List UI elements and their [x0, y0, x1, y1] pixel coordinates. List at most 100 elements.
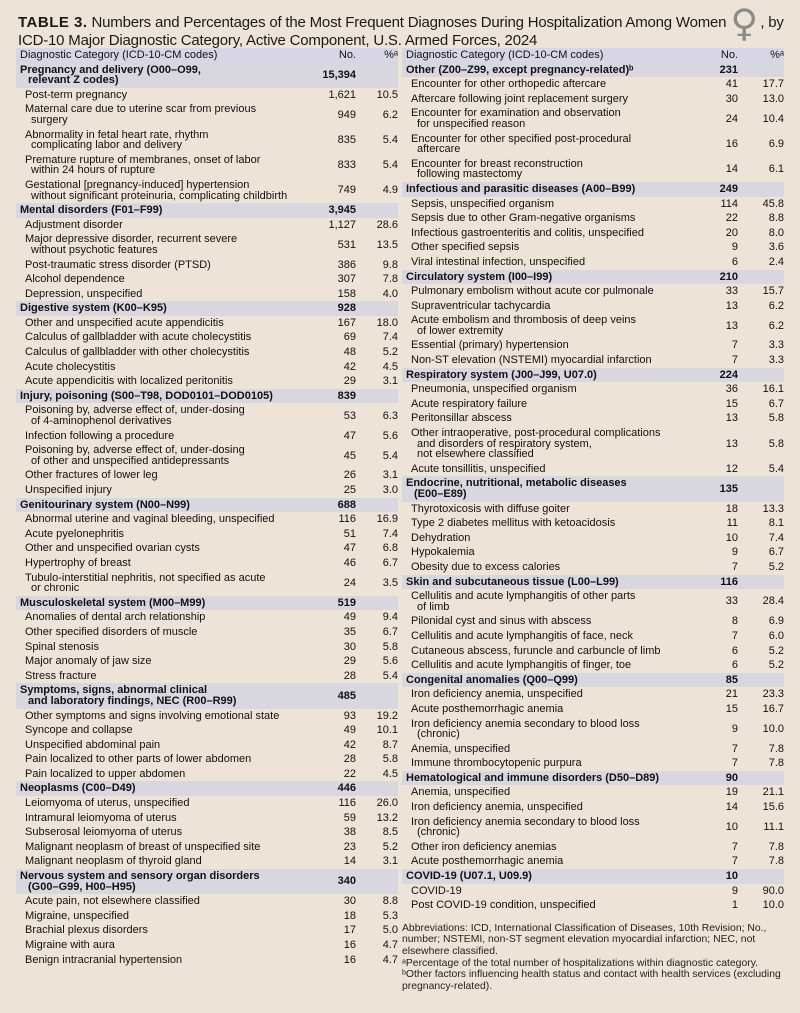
diagnosis-row-percent: 16.1	[762, 383, 784, 396]
diagnosis-row: Syncope and collapse 49 10.1	[16, 723, 398, 738]
category-row: Skin and subcutaneous tissue (L00–L99) 11…	[402, 574, 784, 590]
diagnosis-row: Iron deficiency anemia secondary to bloo…	[402, 815, 784, 840]
diagnosis-row-percent: 5.8	[382, 640, 398, 653]
diagnosis-row-label: Syncope and collapse	[25, 724, 133, 737]
diagnosis-row-count: 26	[343, 469, 356, 482]
diagnosis-row-percent: 3.1	[382, 469, 398, 482]
table-label: TABLE 3.	[18, 14, 88, 31]
diagnosis-row: Other symptoms and signs involving emoti…	[16, 709, 398, 724]
diagnosis-row-count: 116	[338, 513, 356, 526]
diagnosis-row-label: Brachial plexus disorders	[25, 924, 148, 937]
diagnosis-row: Malignant neoplasm of thyroid gland 14 3.1	[16, 854, 398, 869]
diagnosis-row-count: 7	[731, 855, 738, 868]
diagnosis-row-percent: 5.4	[382, 133, 398, 146]
header-row: Diagnostic Category (ICD-10-CM codes) No.…	[402, 48, 784, 63]
diagnosis-row-label: Depression, unspecified	[25, 287, 143, 300]
diagnosis-row-label: Acute embolism and thrombosis of deep ve…	[411, 314, 637, 337]
diagnosis-row-percent: 8.5	[382, 826, 398, 839]
diagnosis-row: Major depressive disorder, recurrent sev…	[16, 232, 398, 257]
category-row-label: Nervous system and sensory organ disorde…	[20, 870, 260, 893]
diagnosis-row-count: 18	[343, 909, 356, 922]
diagnosis-row: Acute appendicitis with localized perito…	[16, 374, 398, 389]
diagnosis-row-count: 6	[731, 659, 738, 672]
category-row: Endocrine, nutritional, metabolic diseas…	[402, 476, 784, 502]
category-row: Pregnancy and delivery (O00–O99, relevan…	[16, 62, 398, 88]
diagnosis-row-percent: 28.6	[376, 218, 398, 231]
diagnosis-row-percent: 4.5	[382, 767, 398, 780]
diagnosis-row: Abnormal uterine and vaginal bleeding, u…	[16, 512, 398, 527]
diagnosis-row-label: Pain localized to other parts of lower a…	[25, 753, 252, 766]
diagnosis-row-percent: 3.0	[382, 484, 398, 496]
diagnosis-row-percent: 19.2	[376, 709, 398, 722]
diagnosis-row-count: 28	[343, 753, 356, 766]
diagnosis-row-count: 13	[725, 437, 738, 450]
diagnosis-row-percent: 5.2	[768, 659, 784, 672]
diagnosis-row-count: 12	[725, 462, 738, 475]
diagnosis-row-percent: 23.3	[762, 688, 784, 701]
diagnosis-row: Sepsis, unspecified organism 114 45.8	[402, 197, 784, 212]
diagnosis-row-percent: 5.3	[382, 909, 398, 922]
header-row-label: Diagnostic Category (ICD-10-CM codes)	[20, 49, 218, 61]
diagnosis-row-percent: 5.8	[382, 753, 398, 766]
diagnosis-row: Infectious gastroenteritis and colitis, …	[402, 226, 784, 241]
diagnosis-row-label: Anemia, unspecified	[411, 742, 511, 755]
diagnosis-row-count: 48	[343, 346, 356, 359]
diagnosis-row-label: Calculus of gallbladder with other chole…	[25, 346, 250, 359]
diagnosis-row-count: 16	[343, 939, 356, 951]
diagnosis-row: Encounter for breast reconstruction foll…	[402, 157, 784, 182]
diagnosis-row: Benign intracranial hypertension 16 4.7	[16, 953, 398, 968]
diagnosis-row-count: 114	[720, 197, 738, 210]
diagnosis-row-percent: 90.0	[762, 884, 784, 897]
header-row: Diagnostic Category (ICD-10-CM codes) No.…	[16, 48, 398, 63]
diagnosis-row-label: Cellulitis and acute lymphangitis of fin…	[411, 659, 632, 672]
diagnosis-row-count: 42	[343, 738, 356, 751]
diagnosis-row-count: 10	[725, 820, 738, 833]
diagnosis-row-label: Tubulo-interstitial nephritis, not speci…	[25, 571, 266, 595]
category-row: Genitourinary system (N00–N99) 688	[16, 497, 398, 513]
diagnosis-row-percent: 8.8	[382, 895, 398, 908]
diagnosis-row: Intramural leiomyoma of uterus 59 13.2	[16, 811, 398, 826]
diagnosis-row-count: 9	[731, 884, 738, 897]
diagnosis-row-percent: 6.7	[382, 625, 398, 638]
diagnosis-row: Obesity due to excess calories 7 5.2	[402, 560, 784, 575]
diagnosis-row-percent: 6.2	[768, 299, 784, 312]
footnotes: Abbreviations: ICD, International Classi…	[402, 923, 784, 993]
diagnosis-row: Essential (primary) hypertension 7 3.3	[402, 338, 784, 353]
diagnosis-row-label: Anemia, unspecified	[411, 786, 511, 799]
diagnosis-row-count: 7	[731, 742, 738, 755]
diagnosis-row-percent: 5.8	[768, 412, 784, 425]
diagnosis-row-percent: 3.3	[768, 354, 784, 367]
diagnosis-row: Dehydration 10 7.4	[402, 531, 784, 546]
category-row: Musculoskeletal system (M00–M99) 519	[16, 595, 398, 611]
diagnosis-row: Migraine with aura 16 4.7	[16, 938, 398, 953]
diagnosis-row-label: Peritonsillar abscess	[411, 412, 512, 425]
category-row: COVID-19 (U07.1, U09.9) 10	[402, 869, 784, 884]
diagnosis-row-count: 35	[343, 625, 356, 638]
diagnosis-row: Pilonidal cyst and sinus with abscess 8 6.…	[402, 614, 784, 629]
diagnosis-row-label: Calculus of gallbladder with acute chole…	[25, 331, 252, 344]
diagnosis-row: Thyrotoxicosis with diffuse goiter 18 13.3	[402, 502, 784, 517]
diagnosis-row: Acute pain, not elsewhere classified 30 8.…	[16, 894, 398, 909]
diagnosis-row-label: Other intraoperative, post-procedural co…	[411, 427, 661, 461]
category-row-count: 446	[337, 782, 356, 795]
diagnosis-row-count: 49	[343, 724, 356, 737]
diagnosis-row-label: Cellulitis and acute lymphangitis of oth…	[411, 590, 636, 613]
diagnosis-row-percent: 3.3	[768, 339, 784, 352]
category-row: Mental disorders (F01–F99) 3,945	[16, 203, 398, 218]
diagnosis-row-count: 93	[343, 709, 356, 722]
diagnosis-row: Leiomyoma of uterus, unspecified 116 26.0	[16, 796, 398, 811]
category-row: Circulatory system (I00–I99) 210	[402, 269, 784, 285]
diagnosis-row: Supraventricular tachycardia 13 6.2	[402, 299, 784, 314]
diagnosis-row-percent: 3.6	[768, 241, 784, 254]
diagnosis-row-label: Encounter for breast reconstruction foll…	[411, 157, 583, 181]
diagnosis-row-count: 13	[725, 412, 738, 425]
diagnosis-row-label: Benign intracranial hypertension	[25, 953, 183, 966]
diagnosis-row-count: 51	[343, 527, 356, 540]
category-row-label: Congenital anomalies (Q00–Q99)	[406, 673, 578, 686]
diagnosis-row-percent: 6.2	[382, 108, 398, 121]
table-title-text-1: Numbers and Percentages of the Most Freq…	[91, 14, 727, 31]
diagnosis-row-percent: 5.4	[382, 159, 398, 172]
diagnosis-row-count: 11	[726, 517, 738, 530]
diagnosis-row-percent: 6.0	[768, 629, 784, 642]
diagnosis-row-count: 16	[343, 953, 356, 966]
